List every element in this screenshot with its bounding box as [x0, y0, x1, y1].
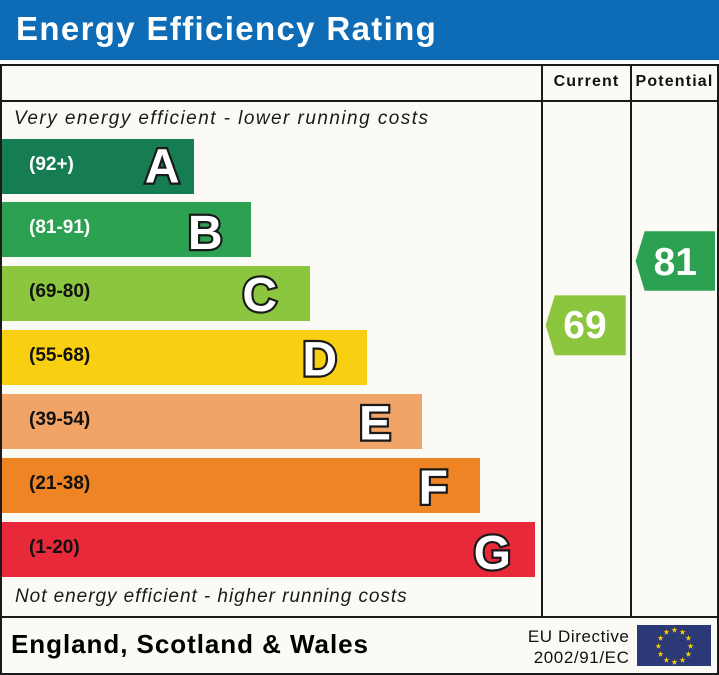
svg-text:G: G — [474, 527, 511, 580]
svg-text:C: C — [242, 269, 277, 322]
svg-text:B: B — [188, 207, 223, 260]
svg-text:E: E — [359, 397, 391, 450]
svg-text:69: 69 — [563, 304, 606, 347]
svg-text:A: A — [145, 141, 180, 194]
svg-text:D: D — [302, 333, 337, 386]
svg-text:F: F — [419, 461, 448, 514]
svg-text:81: 81 — [654, 241, 697, 284]
